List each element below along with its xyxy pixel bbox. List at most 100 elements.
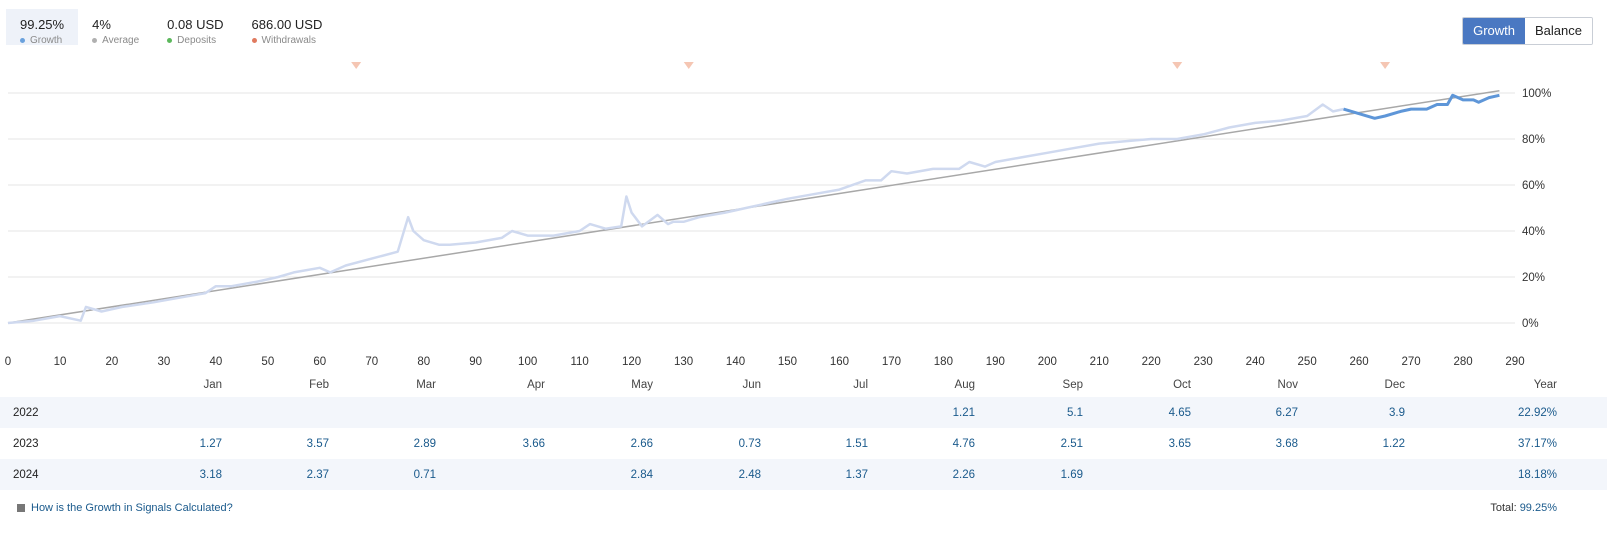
year-total: 37.17% <box>1517 437 1557 450</box>
month-value: 2.84 <box>545 459 653 490</box>
series-lines <box>7 89 1500 325</box>
balance-button[interactable]: Balance <box>1525 18 1592 44</box>
year-total: 18.18% <box>1405 459 1607 490</box>
x-tick-label: 280 <box>1453 356 1472 368</box>
y-tick-label: 80% <box>1522 134 1545 146</box>
x-tick-label: 290 <box>1505 356 1524 368</box>
month-value: 4.76 <box>952 437 975 450</box>
table-row: 2022 1.21 5.1 4.65 6.27 3.9 22.92% <box>0 397 1607 428</box>
deposits-dot-icon <box>167 38 173 43</box>
month-value: 1.69 <box>975 459 1083 490</box>
stat-value: 0.08 USD <box>167 17 224 32</box>
growth-line-recent <box>1343 93 1500 120</box>
header-aug: Aug <box>954 379 975 391</box>
x-tick-label: 120 <box>622 356 641 368</box>
header-jul: Jul <box>853 379 868 391</box>
withdrawal-markers <box>351 62 1391 69</box>
chart-mode-toggle: Growth Balance <box>1462 17 1593 45</box>
header-oct: Oct <box>1173 379 1191 391</box>
header-nov: Nov <box>1277 379 1298 391</box>
month-value <box>329 397 436 428</box>
y-tick-label: 20% <box>1522 272 1545 284</box>
month-value: 2.89 <box>413 437 436 450</box>
y-tick-label: 100% <box>1522 88 1551 100</box>
month-value: 3.57 <box>306 437 329 450</box>
y-tick-label: 0% <box>1522 318 1539 330</box>
x-axis: 0 10 20 30 40 50 60 70 80 90 100 110 120 130 140 150 160… <box>5 356 1525 368</box>
x-tick-label: 130 <box>674 356 693 368</box>
month-value <box>1083 459 1191 490</box>
x-tick-label: 160 <box>830 356 849 368</box>
growth-dot-icon <box>20 38 25 43</box>
x-tick-label: 220 <box>1142 356 1161 368</box>
header-sep: Sep <box>1062 379 1083 391</box>
month-value: 3.68 <box>1275 437 1298 450</box>
x-tick-label: 0 <box>5 356 11 368</box>
month-value <box>1298 459 1405 490</box>
month-value: 2.66 <box>630 437 653 450</box>
x-tick-label: 90 <box>469 356 482 368</box>
y-axis: 0% 20% 40% 60% 80% 100% <box>1522 88 1551 330</box>
month-value: 3.65 <box>1168 437 1191 450</box>
month-value: 1.21 <box>868 397 975 428</box>
header-dec: Dec <box>1384 379 1405 391</box>
total-line: Total: 99.25% <box>1490 502 1557 514</box>
month-value <box>436 397 545 428</box>
x-tick-label: 100 <box>518 356 537 368</box>
x-tick-label: 110 <box>570 356 588 368</box>
month-value: 2.37 <box>222 459 329 490</box>
month-value: 4.65 <box>1083 397 1191 428</box>
stat-value: 686.00 USD <box>251 17 323 32</box>
stat-withdrawals[interactable]: 686.00 USD Withdrawals <box>238 9 337 46</box>
growth-calculation-link[interactable]: How is the Growth in Signals Calculated? <box>31 502 233 514</box>
x-tick-label: 50 <box>261 356 274 368</box>
stat-label: Average <box>102 35 140 46</box>
month-value: 5.1 <box>975 397 1083 428</box>
withdrawals-dot-icon <box>251 38 257 43</box>
table-header: Jan Feb Mar Apr May Jun Jul Aug Sep Oct … <box>0 373 1607 397</box>
growth-button[interactable]: Growth <box>1463 18 1526 44</box>
x-tick-label: 180 <box>934 356 953 368</box>
x-tick-label: 40 <box>209 356 222 368</box>
month-value: 0.73 <box>738 437 761 450</box>
header-spacer <box>0 373 42 397</box>
month-value: 2.48 <box>653 459 761 490</box>
stat-average[interactable]: 4% Average <box>78 9 153 46</box>
stat-value: 99.25% <box>20 17 65 32</box>
stat-deposits[interactable]: 0.08 USD Deposits <box>153 9 237 46</box>
month-value <box>1191 459 1298 490</box>
x-tick-label: 250 <box>1298 356 1317 368</box>
month-value <box>653 397 761 428</box>
month-value <box>761 397 868 428</box>
stat-label: Withdrawals <box>261 35 317 46</box>
header-may: May <box>631 379 653 391</box>
monthly-returns-table: Jan Feb Mar Apr May Jun Jul Aug Sep Oct … <box>0 373 1607 490</box>
year-total: 22.92% <box>1405 397 1607 428</box>
stat-label: Growth <box>30 35 63 46</box>
total-value: 99.25% <box>1519 502 1557 514</box>
month-value: 2.51 <box>1060 437 1083 450</box>
x-tick-label: 30 <box>157 356 170 368</box>
row-year: 2022 <box>0 397 42 428</box>
header-feb: Feb <box>309 379 329 391</box>
month-value <box>222 397 329 428</box>
growth-chart: 0% 20% 40% 60% 80% 100% 0 10 20 30 40 50 60 70 80 90 10… <box>5 62 1551 368</box>
x-tick-label: 190 <box>986 356 1005 368</box>
withdrawal-marker <box>1380 62 1391 69</box>
x-tick-label: 270 <box>1401 356 1420 368</box>
month-value: 1.37 <box>761 459 868 490</box>
withdrawal-marker <box>1172 62 1183 69</box>
info-icon <box>17 504 25 512</box>
x-tick-label: 210 <box>1090 356 1109 368</box>
footer-help: How is the Growth in Signals Calculated? <box>17 502 233 514</box>
x-tick-label: 240 <box>1246 356 1265 368</box>
table-row: 2024 3.18 2.37 0.71 2.84 2.48 1.37 2.26 1.69 18.1… <box>0 459 1607 490</box>
grid <box>8 92 1515 324</box>
month-value <box>436 459 545 490</box>
x-tick-label: 80 <box>417 356 430 368</box>
month-value: 1.22 <box>1382 437 1405 450</box>
stat-label: Deposits <box>177 35 217 46</box>
x-tick-label: 10 <box>54 356 67 368</box>
stat-growth[interactable]: 99.25% Growth <box>6 9 79 46</box>
header-jun: Jun <box>742 379 761 391</box>
